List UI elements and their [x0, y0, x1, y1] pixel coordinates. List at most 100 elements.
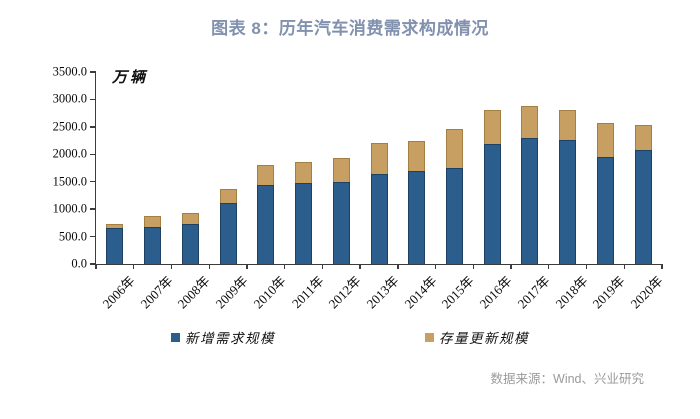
x-axis-tick-label: 2012年: [325, 273, 364, 312]
bar-segment-stock-renewal: [445, 129, 463, 169]
bar-segment-new-demand: [106, 228, 124, 264]
source-note: 数据来源：Wind、兴业研究: [490, 372, 644, 386]
x-axis-tick-label: 2006年: [99, 273, 138, 312]
x-axis-tick-label: 2016年: [476, 273, 515, 312]
bar-group-2019年: [596, 122, 614, 264]
bar-segment-stock-renewal: [144, 215, 162, 227]
y-axis-tick-label: 3000.0: [52, 91, 87, 106]
x-axis-tick: [208, 264, 210, 269]
plot-area: 万辆 0.0 500.0 1000.0 1500.0 2000.0 2500.0 3000.…: [53, 65, 666, 312]
bar-segment-stock-renewal: [559, 109, 577, 141]
x-axis-tick: [133, 264, 135, 269]
bar-segment-stock-renewal: [408, 140, 426, 172]
y-axis-tick: [90, 263, 96, 265]
bar-segment-stock-renewal: [295, 162, 313, 184]
y-axis-tick: [90, 153, 96, 155]
bar-group-2011年: [295, 162, 313, 264]
bar-group-2017年: [521, 105, 539, 264]
bar-group-2013年: [370, 143, 388, 264]
x-axis-tick-label: 2014年: [401, 273, 440, 312]
legend-swatch-new-demand: [171, 332, 180, 342]
bar-group-2007年: [144, 215, 162, 264]
bar-group-2014年: [408, 140, 426, 264]
bar-segment-stock-renewal: [483, 110, 501, 145]
bar-segment-new-demand: [596, 157, 614, 264]
bar-group-2016年: [483, 110, 501, 264]
bar-segment-new-demand: [257, 184, 275, 264]
y-axis-tick-label: 1000.0: [52, 201, 87, 216]
y-axis-tick: [90, 208, 96, 210]
bar-segment-new-demand: [370, 174, 388, 264]
y-axis-tick-label: 0.0: [71, 256, 87, 271]
bar-segment-stock-renewal: [257, 164, 275, 185]
y-axis-tick-label: 2000.0: [52, 146, 87, 161]
bar-segment-new-demand: [483, 144, 501, 264]
x-axis-tick-label: 2013年: [363, 273, 402, 312]
bar-group-2020年: [634, 125, 652, 264]
bar-segment-stock-renewal: [332, 158, 350, 182]
bar-segment-stock-renewal: [596, 122, 614, 158]
y-axis-tick: [90, 98, 96, 101]
x-axis-tick-label: 2017年: [514, 273, 553, 312]
y-axis-tick-label: 1500.0: [52, 174, 87, 189]
legend-item-new-demand: 新增需求规模: [171, 327, 275, 347]
x-axis-tick-label: 2010年: [250, 273, 289, 312]
x-axis-tick: [585, 264, 588, 269]
bar-segment-new-demand: [219, 202, 237, 264]
bar-group-2008年: [181, 212, 199, 264]
bar-segment-stock-renewal: [521, 105, 539, 139]
x-axis-tick-label: 2019年: [589, 273, 629, 312]
x-axis-tick: [623, 264, 625, 269]
bar-segment-new-demand: [144, 226, 162, 264]
y-axis-tick: [90, 181, 96, 183]
x-axis-tick: [246, 264, 248, 269]
x-axis-tick-label: 2018年: [552, 273, 591, 312]
x-axis-tick: [397, 264, 399, 269]
bar-segment-stock-renewal: [634, 125, 652, 151]
bar-group-2012年: [332, 158, 350, 264]
legend-item-stock-renewal: 存量更新规模: [425, 327, 529, 347]
x-axis-tick-label: 2015年: [438, 273, 478, 312]
bar-segment-new-demand: [332, 182, 350, 264]
bar-segment-stock-renewal: [181, 212, 199, 224]
y-axis-tick-label: 2500.0: [52, 119, 87, 134]
legend-label-new-demand: 新增需求规模: [185, 331, 275, 347]
bar-segment-new-demand: [295, 183, 313, 264]
bar-segment-stock-renewal: [219, 189, 237, 203]
y-axis-tick: [90, 126, 96, 128]
x-axis-tick: [359, 264, 361, 269]
x-axis-tick: [472, 264, 475, 269]
bar-group-2009年: [219, 189, 237, 264]
bar-segment-new-demand: [634, 150, 652, 264]
x-axis-tick: [321, 264, 324, 269]
x-axis-tick-label: 2007年: [137, 273, 176, 312]
y-axis-tick-label: 3500.0: [52, 64, 87, 79]
bar-segment-new-demand: [559, 140, 577, 264]
x-axis-tick-label: 2020年: [627, 273, 666, 312]
x-axis-tick: [548, 264, 550, 269]
chart-title: 图表 8：历年汽车消费需求构成情况: [211, 19, 489, 38]
y-axis-tick: [90, 71, 96, 73]
bar-segment-new-demand: [445, 168, 463, 264]
x-axis-tick-label: 2009年: [212, 273, 251, 312]
bar-segment-new-demand: [521, 138, 539, 264]
x-axis-tick-label: 2011年: [288, 273, 327, 311]
bar-group-2010年: [257, 164, 275, 264]
bar-group-2006年: [106, 224, 124, 264]
x-axis-tick: [170, 264, 173, 269]
bar-segment-new-demand: [408, 171, 426, 264]
bar-group-2015年: [445, 129, 463, 264]
x-axis-tick: [510, 264, 512, 269]
x-axis-tick: [283, 264, 286, 269]
y-axis-unit-label: 万辆: [112, 68, 149, 86]
y-axis-tick-label: 500.0: [58, 229, 87, 244]
legend: 新增需求规模 存量更新规模: [0, 327, 700, 347]
x-axis-tick: [434, 264, 437, 269]
legend-label-stock-renewal: 存量更新规模: [439, 331, 529, 347]
y-axis-tick: [90, 235, 96, 238]
x-axis-tick-label: 2008年: [174, 273, 214, 312]
bar-group-2018年: [559, 109, 577, 264]
bar-segment-stock-renewal: [106, 224, 124, 229]
bar-segment-new-demand: [181, 223, 199, 264]
